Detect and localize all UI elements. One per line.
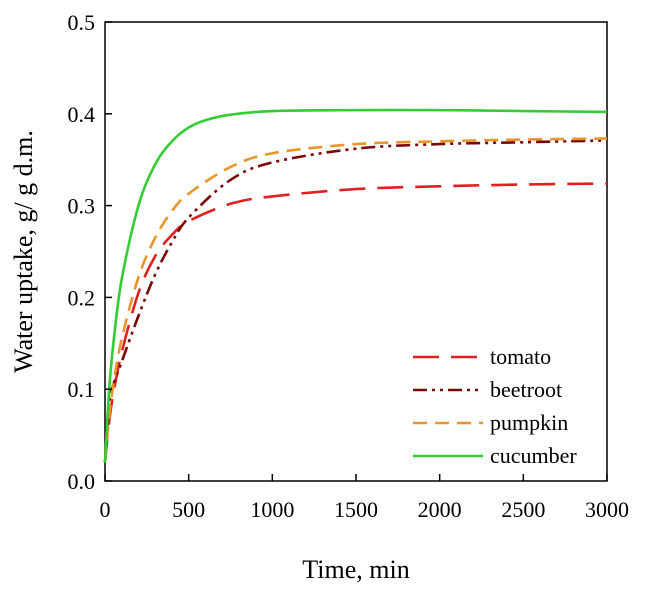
legend-label-cucumber: cucumber <box>490 443 577 468</box>
x-axis-title: Time, min <box>302 555 409 584</box>
y-axis-title: Water uptake, g/ g d.m. <box>9 130 38 373</box>
axis-ticks: 0 500 1000 1500 2000 2500 3000 0.0 0.1 0.2 0.3 0.4 0… <box>68 10 630 522</box>
x-tick-label: 2500 <box>501 497 545 522</box>
y-tick-label: 0.0 <box>68 469 96 494</box>
x-tick-label: 0 <box>100 497 111 522</box>
x-tick-label: 2000 <box>418 497 462 522</box>
series-line-pumpkin <box>103 137 608 463</box>
legend-label-beetroot: beetroot <box>490 377 562 402</box>
x-tick-label: 1500 <box>334 497 378 522</box>
y-tick-label: 0.4 <box>68 102 96 127</box>
series-line-beetroot <box>103 139 608 463</box>
y-tick-label: 0.1 <box>68 377 96 402</box>
x-tick-label: 1000 <box>250 497 294 522</box>
x-tick-label: 3000 <box>585 497 629 522</box>
y-tick-label: 0.5 <box>68 10 96 35</box>
y-tick-label: 0.3 <box>68 194 96 219</box>
y-tick-label: 0.2 <box>68 285 96 310</box>
legend: tomato beetroot pumpkin cucumber <box>413 344 577 468</box>
legend-label-tomato: tomato <box>490 344 551 369</box>
series-line-cucumber <box>103 108 608 463</box>
x-tick-label: 500 <box>172 497 205 522</box>
legend-label-pumpkin: pumpkin <box>490 410 568 435</box>
series-layer <box>103 108 608 463</box>
series-line-tomato <box>103 182 608 463</box>
